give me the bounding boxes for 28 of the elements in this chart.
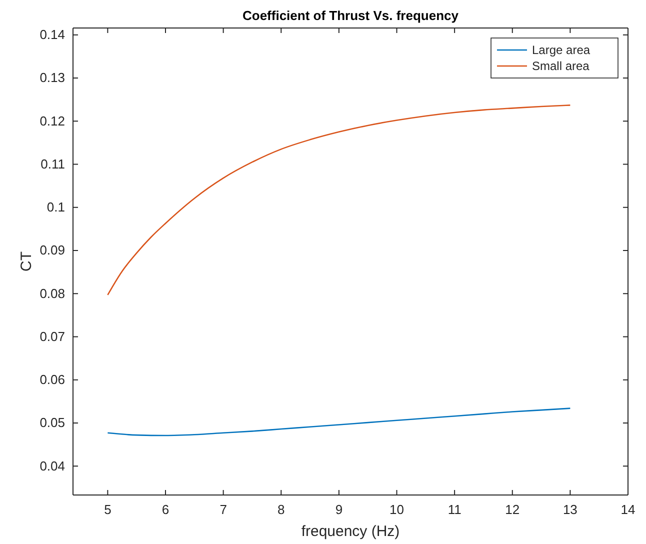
y-tick-label: 0.14 [40, 27, 65, 42]
line-series [107, 408, 571, 436]
x-tick-label: 9 [335, 502, 343, 518]
y-tick-label: 0.05 [40, 415, 65, 430]
y-axis-title: CT [18, 252, 35, 272]
y-tick-label: 0.11 [40, 156, 65, 172]
chart-title: Coefficient of Thrust Vs. frequency [242, 8, 460, 23]
x-tick-label: 14 [620, 502, 636, 518]
y-tick-label: 0.1 [46, 200, 65, 215]
y-tick-label: 0.06 [40, 372, 65, 388]
y-tick-label: 0.09 [40, 242, 65, 258]
y-tick-label: 0.04 [40, 458, 65, 474]
x-tick-label: 13 [562, 502, 578, 518]
x-tick-label: 7 [220, 502, 227, 518]
y-tick-label: 0.13 [40, 70, 65, 86]
y-tick-label: 0.07 [40, 328, 65, 344]
legend-label: Small area [532, 59, 590, 73]
legend-label: Large area [532, 43, 590, 57]
x-tick-label: 6 [162, 502, 170, 518]
x-tick-label: 12 [505, 502, 520, 518]
y-tick-label: 0.12 [40, 113, 65, 128]
y-tick-label: 0.08 [40, 286, 65, 301]
x-tick-label: 10 [390, 502, 404, 518]
line-series [107, 104, 571, 296]
x-axis-title: frequency (Hz) [301, 523, 400, 540]
x-tick-label: 5 [104, 502, 112, 518]
x-tick-label: 8 [278, 502, 285, 518]
x-tick-label: 11 [448, 502, 462, 518]
